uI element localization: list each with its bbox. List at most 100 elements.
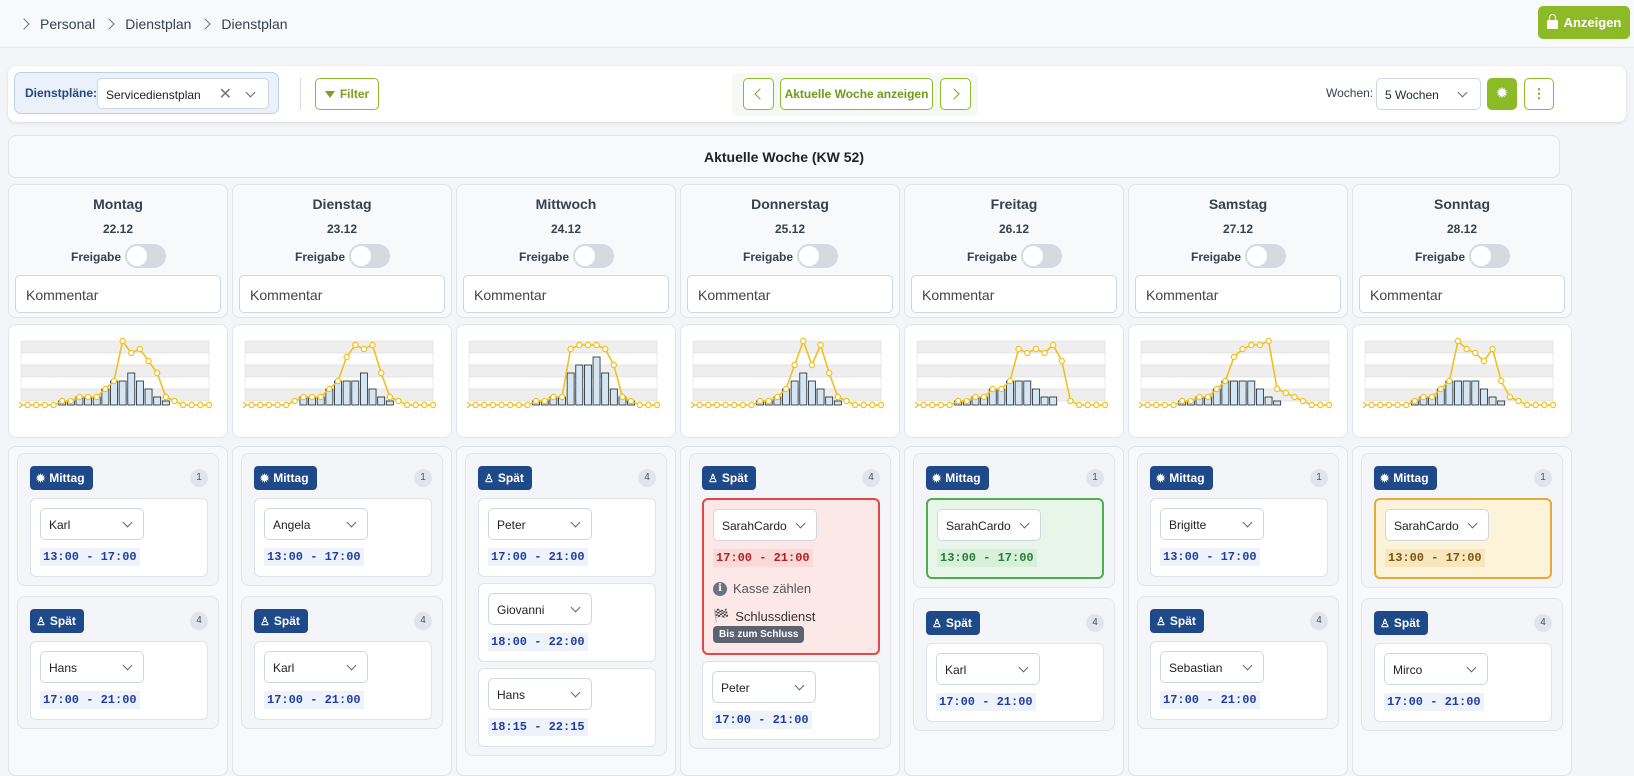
person-select[interactable]: Hans	[488, 678, 592, 710]
chart-point	[1515, 397, 1522, 405]
freigabe-toggle[interactable]	[1245, 244, 1286, 268]
shift-entry[interactable]: SarahCardo 13:00 - 17:00	[926, 498, 1104, 579]
shift-count-badge: 4	[414, 612, 432, 630]
person-select[interactable]: Peter	[488, 508, 592, 540]
person-select[interactable]: Karl	[936, 653, 1040, 685]
person-select[interactable]: Mirco	[1384, 653, 1488, 685]
previous-week-button[interactable]	[743, 78, 774, 110]
chart-point	[1222, 377, 1229, 385]
shift-label: Mittag	[1393, 471, 1429, 485]
shift-entry[interactable]: Peter 17:00 - 21:00	[702, 661, 880, 740]
shift-entry[interactable]: Angela 13:00 - 17:00	[254, 498, 432, 577]
comment-input[interactable]: Kommentar	[1135, 275, 1341, 313]
person-select[interactable]: Peter	[712, 671, 816, 703]
filter-icon	[324, 90, 335, 98]
chart-point	[1454, 337, 1462, 345]
chart-point	[1170, 401, 1177, 409]
freigabe-toggle[interactable]	[797, 244, 838, 268]
shift-entry[interactable]: Sebastian 17:00 - 21:00	[1150, 641, 1328, 720]
person-select[interactable]: Angela	[264, 508, 368, 540]
anzeigen-button[interactable]: Anzeigen	[1538, 6, 1630, 39]
more-options-button[interactable]: ⋮	[1524, 78, 1554, 110]
chart-bar	[136, 380, 144, 406]
person-select[interactable]: Sebastian	[1160, 651, 1264, 683]
shift-time: 18:15 - 22:15	[488, 718, 588, 736]
day-date: 26.12	[998, 222, 1030, 236]
freigabe-toggle[interactable]	[349, 244, 390, 268]
person-select[interactable]: SarahCardo	[937, 509, 1041, 541]
comment-input[interactable]: Kommentar	[15, 275, 221, 313]
person-select[interactable]: Karl	[264, 651, 368, 683]
shift-entry[interactable]: Karl 17:00 - 21:00	[926, 643, 1104, 722]
shift-entry[interactable]: Hans 17:00 - 21:00	[30, 641, 208, 720]
chevron-down-icon	[1466, 662, 1477, 673]
divider	[300, 78, 301, 110]
person-select[interactable]: Hans	[40, 651, 144, 683]
chevron-right-icon	[948, 88, 960, 100]
freigabe-toggle[interactable]	[573, 244, 614, 268]
shift-time: 13:00 - 17:00	[1385, 549, 1485, 567]
chevron-down-icon	[346, 660, 357, 671]
shift-entry[interactable]: SarahCardo 13:00 - 17:00	[1374, 498, 1552, 579]
chart-point	[412, 401, 419, 409]
dienstplan-select[interactable]: Servicedienstplan ✕	[97, 78, 269, 109]
comment-input[interactable]: Kommentar	[1359, 275, 1565, 313]
chart-point	[1428, 393, 1436, 401]
person-select[interactable]: Giovanni	[488, 593, 592, 625]
breadcrumb-item-personal[interactable]: Personal	[40, 15, 96, 32]
chart-point	[1213, 385, 1220, 393]
person-value: Hans	[497, 688, 526, 702]
shift-entry[interactable]: Mirco 17:00 - 21:00	[1374, 643, 1552, 722]
freigabe-toggle[interactable]	[125, 244, 166, 268]
next-week-button[interactable]	[940, 78, 971, 110]
freigabe-label: Freigabe	[743, 250, 794, 264]
chart-point	[593, 341, 600, 349]
chart-point	[308, 393, 316, 401]
chart-grid-band	[468, 364, 658, 378]
chart-point	[791, 361, 798, 369]
freigabe-toggle[interactable]	[1021, 244, 1062, 268]
shift-entry[interactable]: Peter 17:00 - 21:00	[478, 498, 656, 577]
chart-point	[24, 401, 31, 409]
shift-list: ✹ Mittag 1 SarahCardo 13:00 - 17:00 ♙ Spät 4 Kar…	[904, 446, 1124, 776]
person-select[interactable]: Karl	[40, 508, 144, 540]
chart-bar	[825, 396, 834, 406]
person-value: Karl	[273, 661, 295, 675]
person-icon: ♙	[1380, 617, 1390, 630]
comment-input[interactable]: Kommentar	[687, 275, 893, 313]
shift-time: 17:00 - 21:00	[712, 711, 812, 729]
person-select[interactable]: SarahCardo	[713, 509, 817, 541]
chevron-down-icon[interactable]	[245, 87, 256, 98]
comment-input[interactable]: Kommentar	[911, 275, 1117, 313]
chart-point	[429, 401, 437, 409]
gear-icon: ✹	[1156, 472, 1166, 485]
chart-point	[498, 401, 505, 409]
person-value: Angela	[273, 518, 311, 532]
clear-icon[interactable]: ✕	[218, 86, 232, 103]
person-select[interactable]: SarahCardo	[1385, 509, 1489, 541]
shift-group: ♙ Spät 4 Karl 17:00 - 21:00	[913, 598, 1115, 731]
shift-entry[interactable]: Giovanni 18:00 - 22:00	[478, 583, 656, 662]
shift-entry[interactable]: Karl 13:00 - 17:00	[30, 498, 208, 577]
settings-button[interactable]: ✹	[1487, 78, 1517, 110]
chart-point	[33, 401, 40, 409]
freigabe-toggle[interactable]	[1469, 244, 1510, 268]
shift-entry[interactable]: Karl 17:00 - 21:00	[254, 641, 432, 720]
chart-bar	[153, 396, 162, 406]
shift-entry[interactable]: SarahCardo 17:00 - 21:00 i Kasse zählen 🏁 Sch…	[702, 498, 880, 655]
comment-input[interactable]: Kommentar	[463, 275, 669, 313]
person-select[interactable]: Brigitte	[1160, 508, 1264, 540]
filter-button[interactable]: Filter	[315, 78, 379, 110]
gear-icon: ✹	[36, 472, 46, 485]
shift-entry[interactable]: Brigitte 13:00 - 17:00	[1150, 498, 1328, 577]
chart-point	[576, 341, 583, 349]
chart-bar	[118, 380, 127, 406]
chart-point	[998, 385, 1005, 393]
breadcrumb-item-dienstplan[interactable]: Dienstplan	[125, 15, 192, 32]
shift-entry[interactable]: Hans 18:15 - 22:15	[478, 668, 656, 747]
shift-group: ✹ Mittag 1 Karl 13:00 - 17:00	[17, 453, 219, 586]
current-week-button[interactable]: Aktuelle Woche anzeigen	[780, 78, 933, 110]
weeks-select[interactable]: 5 Wochen	[1376, 78, 1481, 110]
comment-input[interactable]: Kommentar	[239, 275, 445, 313]
shift-badge: ♙ Spät	[1374, 611, 1428, 635]
